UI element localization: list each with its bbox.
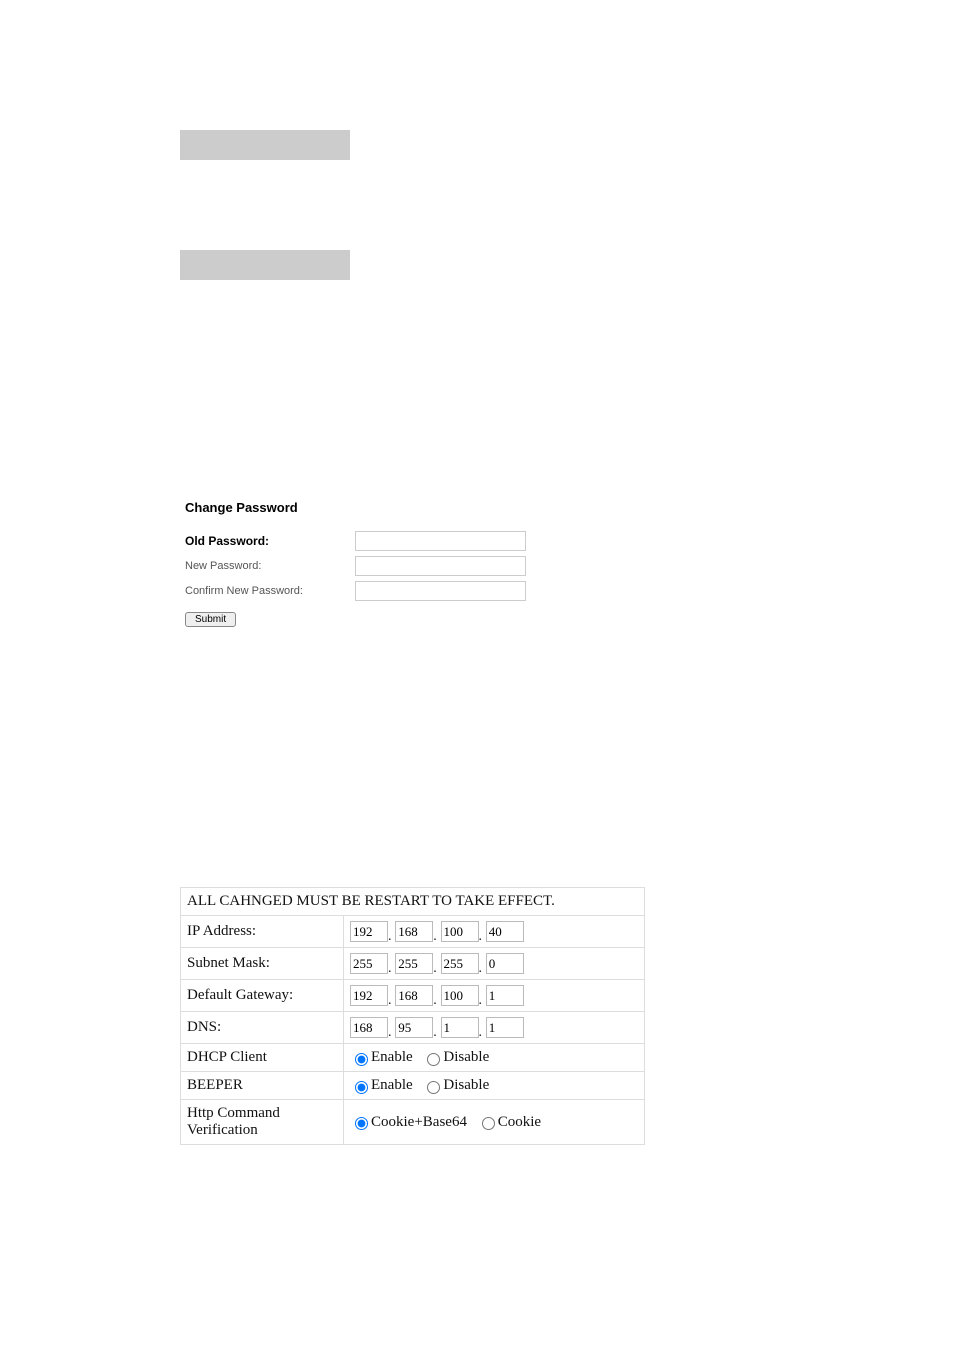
dhcp-disable-option[interactable]: Disable — [422, 1049, 489, 1065]
beeper-disable-label: Disable — [443, 1077, 489, 1093]
dns-cell: . . . — [344, 1012, 645, 1044]
ip-octet-1[interactable] — [350, 921, 388, 942]
dhcp-enable-radio[interactable] — [355, 1053, 368, 1066]
ip-octet-2[interactable] — [395, 921, 433, 942]
placeholder-box-1 — [180, 130, 350, 160]
dhcp-client-cell: Enable Disable — [344, 1044, 645, 1072]
dot-separator: . — [479, 961, 483, 976]
confirm-new-password-label: Confirm New Password: — [185, 585, 355, 597]
http-cookie-radio[interactable] — [482, 1117, 495, 1130]
dhcp-enable-option[interactable]: Enable — [350, 1049, 413, 1065]
beeper-enable-radio[interactable] — [355, 1081, 368, 1094]
http-cookie-label: Cookie — [498, 1114, 541, 1130]
change-password-title: Change Password — [185, 500, 535, 515]
new-password-label: New Password: — [185, 560, 355, 572]
dhcp-enable-label: Enable — [371, 1049, 413, 1065]
http-cookie-base64-label: Cookie+Base64 — [371, 1114, 467, 1130]
dot-separator: . — [388, 929, 392, 944]
dhcp-client-label: DHCP Client — [181, 1044, 344, 1072]
beeper-disable-option[interactable]: Disable — [422, 1077, 489, 1093]
dns-octet-1[interactable] — [350, 1017, 388, 1038]
http-cookie-option[interactable]: Cookie — [477, 1114, 541, 1130]
ip-octet-4[interactable] — [486, 921, 524, 942]
http-cookie-base64-option[interactable]: Cookie+Base64 — [350, 1114, 467, 1130]
network-settings-table: ALL CAHNGED MUST BE RESTART TO TAKE EFFE… — [180, 887, 645, 1145]
dot-separator: . — [388, 1025, 392, 1040]
default-gateway-cell: . . . — [344, 980, 645, 1012]
gw-octet-4[interactable] — [486, 985, 524, 1006]
gw-octet-3[interactable] — [441, 985, 479, 1006]
subnet-octet-2[interactable] — [395, 953, 433, 974]
dot-separator: . — [433, 1025, 437, 1040]
placeholder-box-2 — [180, 250, 350, 280]
dns-octet-3[interactable] — [441, 1017, 479, 1038]
dns-octet-2[interactable] — [395, 1017, 433, 1038]
gw-octet-1[interactable] — [350, 985, 388, 1006]
dot-separator: . — [479, 929, 483, 944]
subnet-octet-4[interactable] — [486, 953, 524, 974]
dns-octet-4[interactable] — [486, 1017, 524, 1038]
dot-separator: . — [433, 993, 437, 1008]
subnet-octet-1[interactable] — [350, 953, 388, 974]
gw-octet-2[interactable] — [395, 985, 433, 1006]
dot-separator: . — [388, 993, 392, 1008]
subnet-octet-3[interactable] — [441, 953, 479, 974]
default-gateway-label: Default Gateway: — [181, 980, 344, 1012]
http-command-cell: Cookie+Base64 Cookie — [344, 1100, 645, 1145]
beeper-enable-label: Enable — [371, 1077, 413, 1093]
http-cookie-base64-radio[interactable] — [355, 1117, 368, 1130]
dot-separator: . — [479, 1025, 483, 1040]
ip-address-label: IP Address: — [181, 916, 344, 948]
network-table-header: ALL CAHNGED MUST BE RESTART TO TAKE EFFE… — [181, 888, 645, 916]
beeper-disable-radio[interactable] — [427, 1081, 440, 1094]
beeper-cell: Enable Disable — [344, 1072, 645, 1100]
dhcp-disable-label: Disable — [443, 1049, 489, 1065]
dot-separator: . — [388, 961, 392, 976]
beeper-label: BEEPER — [181, 1072, 344, 1100]
http-command-label: Http Command Verification — [181, 1100, 344, 1145]
dns-label: DNS: — [181, 1012, 344, 1044]
dot-separator: . — [433, 929, 437, 944]
old-password-input[interactable] — [355, 531, 526, 551]
ip-address-cell: . . . — [344, 916, 645, 948]
confirm-new-password-input[interactable] — [355, 581, 526, 601]
dot-separator: . — [479, 993, 483, 1008]
ip-octet-3[interactable] — [441, 921, 479, 942]
old-password-label: Old Password: — [185, 534, 355, 548]
dhcp-disable-radio[interactable] — [427, 1053, 440, 1066]
change-password-section: Change Password Old Password: New Passwo… — [185, 500, 535, 627]
beeper-enable-option[interactable]: Enable — [350, 1077, 413, 1093]
submit-button[interactable]: Submit — [185, 612, 236, 627]
new-password-input[interactable] — [355, 556, 526, 576]
subnet-mask-cell: . . . — [344, 948, 645, 980]
subnet-mask-label: Subnet Mask: — [181, 948, 344, 980]
dot-separator: . — [433, 961, 437, 976]
